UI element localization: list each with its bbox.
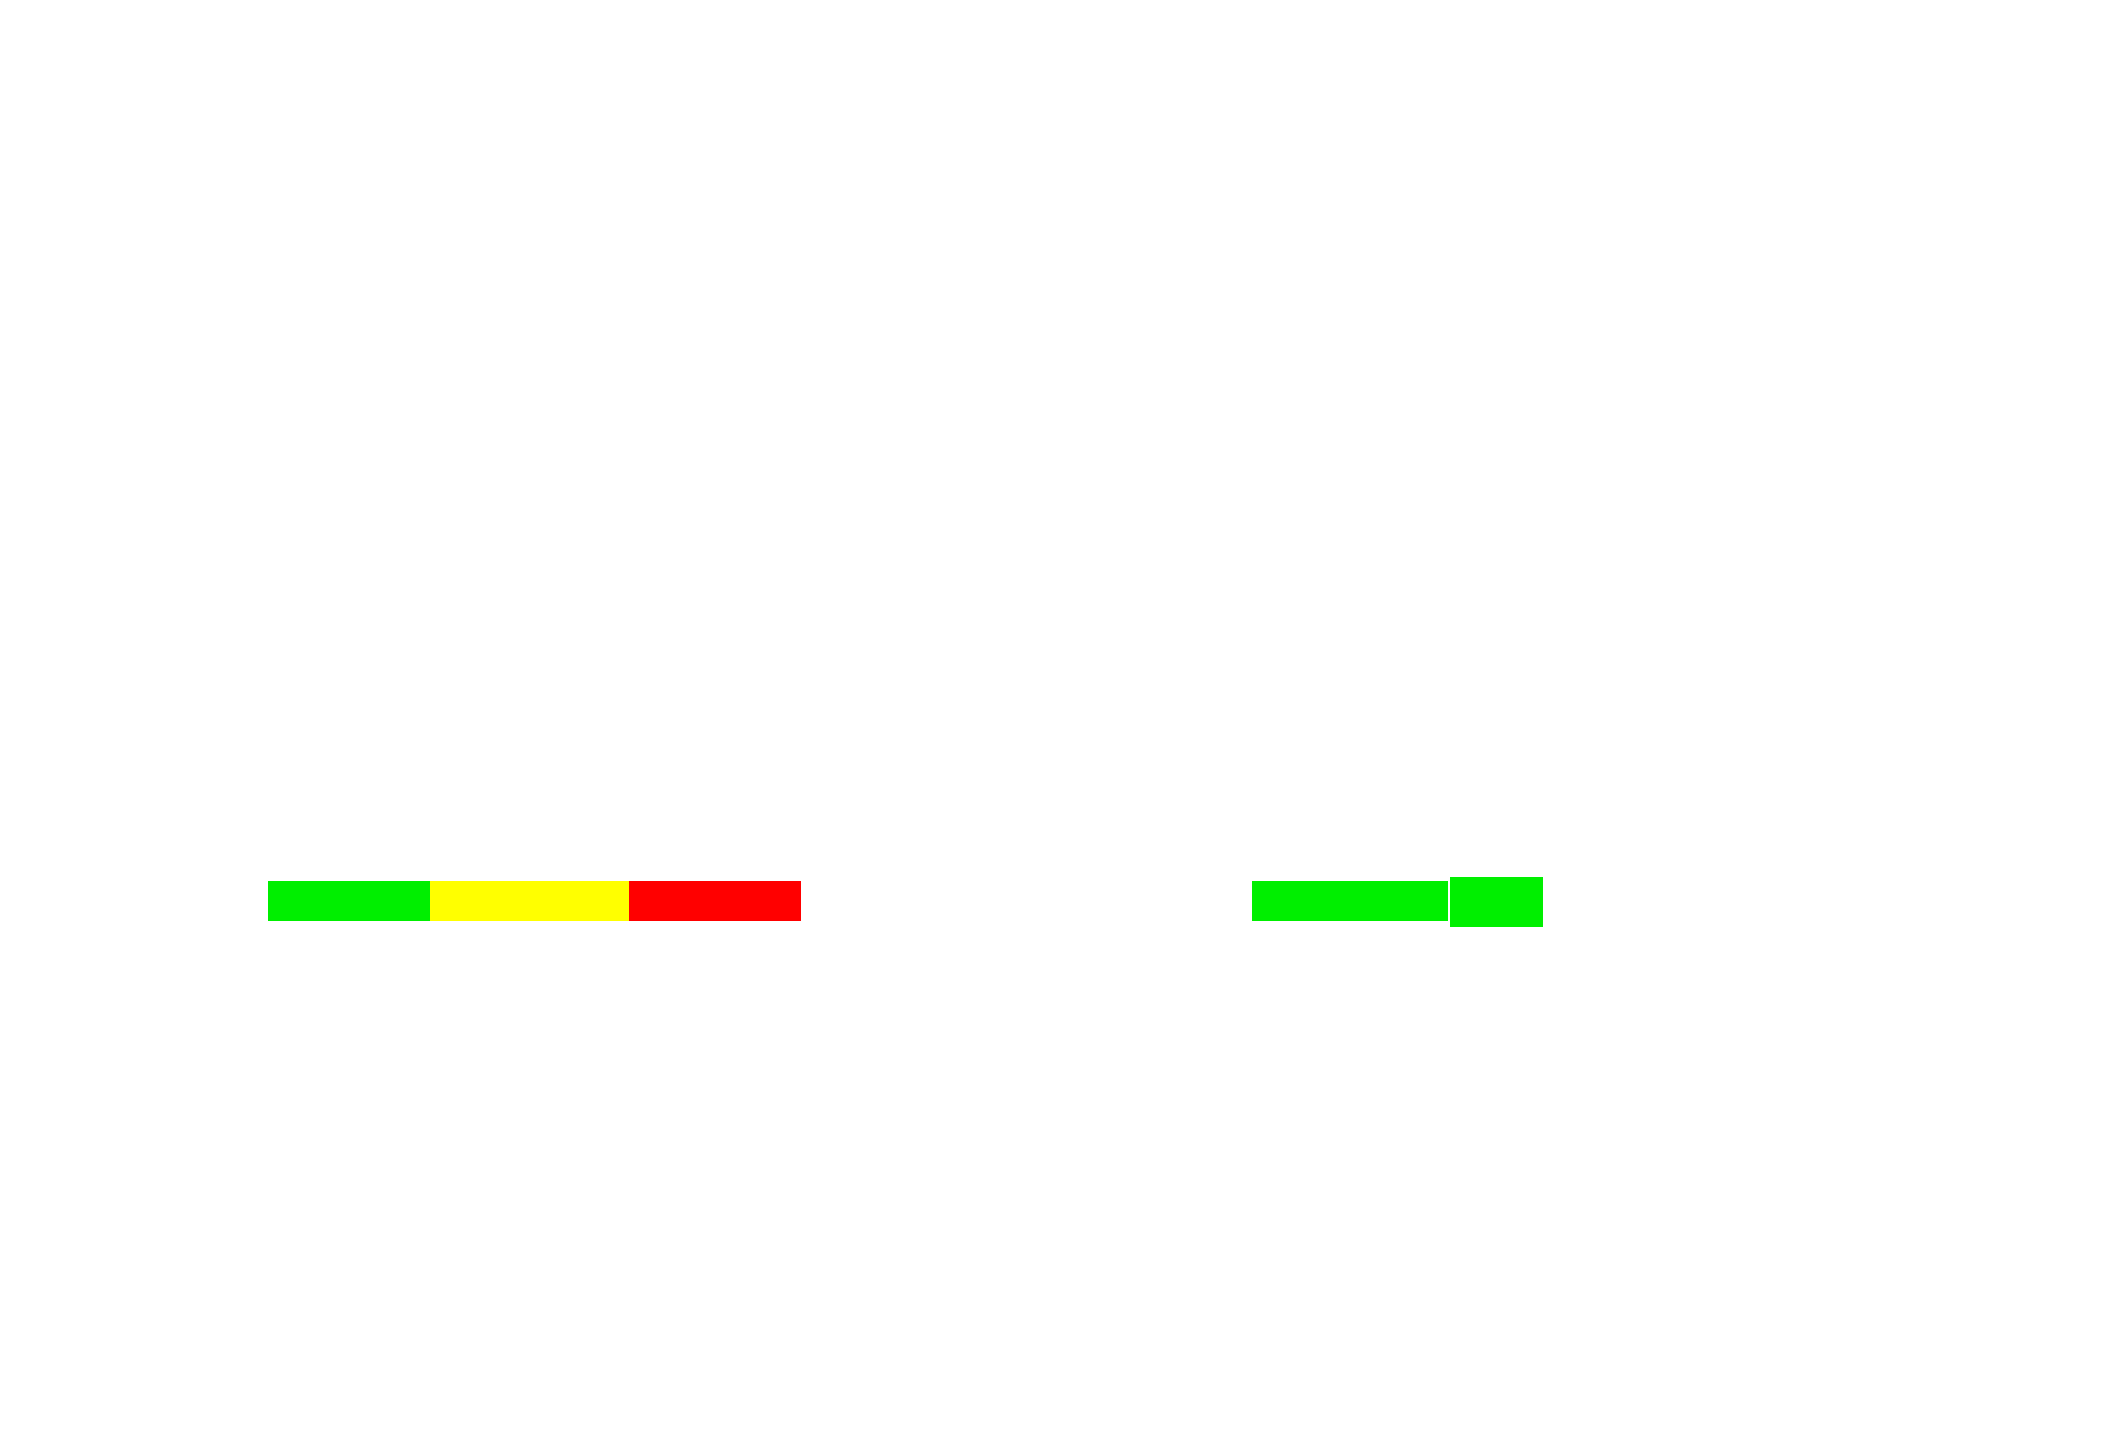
- legend-minor-activity: [268, 881, 430, 921]
- legend-moderate-activity: [430, 881, 629, 921]
- current-warning-value: [1450, 877, 1543, 927]
- legend-strong-activity: [629, 881, 801, 921]
- current-warning-label: [1252, 881, 1448, 921]
